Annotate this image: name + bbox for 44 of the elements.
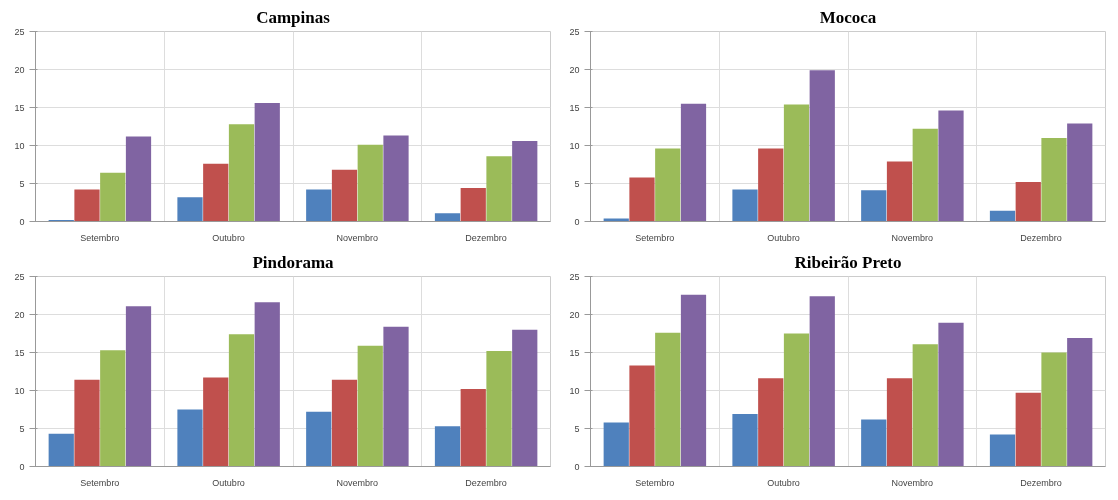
y-tick-label: 5 [574, 178, 580, 189]
x-tick-label: Outubro [212, 477, 245, 488]
y-tick-label: 20 [569, 309, 580, 320]
y-tick-label: 5 [574, 423, 580, 434]
y-tick-label: 15 [569, 102, 580, 113]
y-tick-label: 15 [569, 347, 580, 358]
y-tick-label: 10 [14, 385, 25, 396]
y-tick-label: 10 [569, 385, 580, 396]
chart-title: Mococa [819, 7, 877, 27]
x-tick-label: Setembro [635, 477, 675, 488]
chart-title: Campinas [256, 7, 331, 27]
x-tick-label: Outubro [767, 232, 800, 243]
x-tick-label: Novembro [336, 232, 379, 243]
x-tick-label: Outubro [767, 477, 800, 488]
y-tick-label: 0 [574, 216, 580, 227]
x-tick-label: Setembro [80, 477, 120, 488]
chart-title: Pindorama [252, 252, 335, 272]
x-tick-label: Dezembro [1020, 232, 1062, 243]
y-tick-label: 10 [569, 140, 580, 151]
y-tick-label: 0 [574, 461, 580, 472]
x-tick-label: Setembro [635, 232, 675, 243]
x-tick-label: Dezembro [465, 232, 507, 243]
y-tick-label: 20 [14, 309, 25, 320]
y-tick-label: 5 [19, 178, 25, 189]
x-tick-label: Setembro [80, 232, 120, 243]
y-tick-label: 25 [14, 26, 25, 37]
x-tick-label: Dezembro [1020, 477, 1062, 488]
y-tick-label: 25 [14, 271, 25, 282]
y-tick-label: 10 [14, 140, 25, 151]
y-tick-label: 15 [14, 347, 25, 358]
y-tick-label: 20 [569, 64, 580, 75]
y-tick-label: 15 [14, 102, 25, 113]
y-tick-label: 0 [19, 216, 25, 227]
y-tick-label: 25 [569, 26, 580, 37]
x-tick-label: Novembro [336, 477, 379, 488]
chart-title: Ribeirão Preto [794, 252, 902, 272]
x-tick-label: Novembro [891, 232, 934, 243]
x-tick-label: Outubro [212, 232, 245, 243]
y-tick-label: 0 [19, 461, 25, 472]
y-tick-label: 5 [19, 423, 25, 434]
y-tick-label: 20 [14, 64, 25, 75]
x-tick-label: Dezembro [465, 477, 507, 488]
x-tick-label: Novembro [891, 477, 934, 488]
y-tick-label: 25 [569, 271, 580, 282]
